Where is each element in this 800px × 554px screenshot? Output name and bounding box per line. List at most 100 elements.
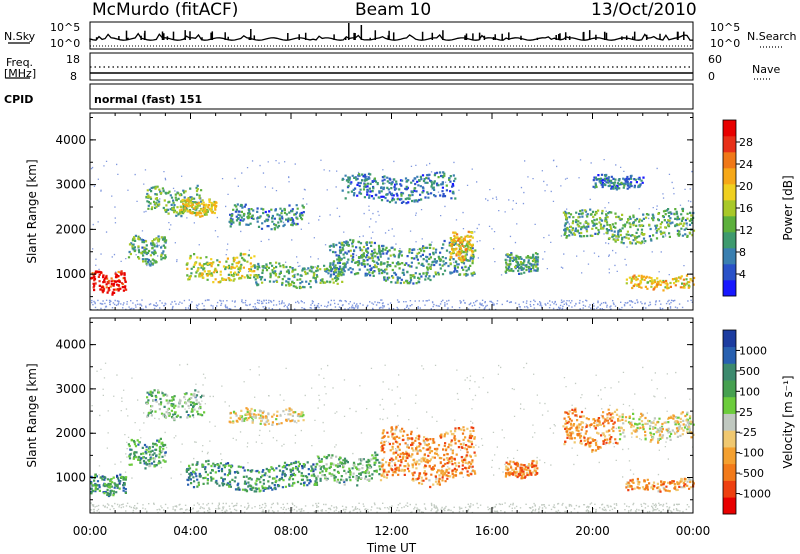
data-region-power-2 [145, 184, 206, 218]
xtick-velocity [89, 318, 694, 513]
colorbar-swatch-power-7 [723, 168, 736, 185]
y-axis-label-velocity: Slant Range [km] [25, 363, 39, 467]
data-region-velocity-10 [625, 477, 695, 492]
data-region-power-9 [341, 172, 457, 204]
colorbar-swatch-power-4 [723, 216, 736, 233]
colorbar-tick-label-power-1: 8 [739, 246, 746, 259]
nsky-label: N.Sky [4, 30, 36, 43]
beam-title: Beam 10 [355, 0, 432, 20]
freq-tick-bottom: 8 [70, 70, 77, 83]
data-region-power-0 [90, 270, 127, 296]
data-region-power-10 [504, 252, 538, 273]
freq-tick-top: 18 [66, 53, 80, 66]
colorbar-swatch-velocity-4 [723, 430, 736, 448]
data-region-power-4 [190, 254, 256, 279]
data-region-power-6 [229, 203, 305, 230]
xtick-label-4: 16:00 [475, 524, 510, 538]
data-region-velocity-4 [229, 408, 301, 426]
data-region-velocity-9 [618, 411, 693, 444]
data-region-power-13 [595, 181, 626, 188]
data-region-velocity-2 [145, 389, 204, 419]
data-region-power-4 [186, 253, 256, 284]
nave-tick-top: 60 [708, 53, 722, 66]
nsky-trace [89, 32, 694, 42]
colorbar-swatch-power-10 [723, 120, 736, 137]
colorbar-swatch-velocity-7 [723, 380, 736, 398]
data-region-velocity-6 [381, 426, 476, 489]
data-region-velocity-2 [145, 389, 205, 421]
nsky-tick-top: 10^5 [50, 21, 81, 34]
colorbar-swatch-power-0 [723, 280, 736, 297]
colorbar-tick-label-velocity-2: 100 [739, 385, 760, 398]
ytick-label-power-1: 2000 [55, 222, 86, 236]
nsearch-label: N.Search [747, 30, 797, 43]
data-region-power-3 [179, 199, 217, 218]
ytick-label-power-2: 3000 [55, 178, 86, 192]
ytick-label-power-3: 4000 [55, 133, 86, 147]
colorbar-tick-label-power-3: 16 [739, 202, 753, 215]
data-region-velocity-10 [626, 478, 695, 493]
data-region-power-1 [138, 237, 150, 262]
data-region-velocity-2 [146, 389, 204, 422]
colorbar-tick-label-velocity-6: -500 [739, 467, 764, 480]
ytick-label-velocity-0: 1000 [55, 471, 86, 485]
colorbar-swatch-power-6 [723, 184, 736, 201]
colorbar-swatch-power-1 [723, 264, 736, 281]
colorbar-swatch-power-8 [723, 152, 736, 169]
freq-unit-label: [MHz] [4, 67, 37, 80]
xtick-label-5: 20:00 [575, 524, 610, 538]
xtick-label-6: 00:00 [676, 524, 711, 538]
y-axis-label-power: Slant Range [km] [25, 159, 39, 263]
data-region-velocity-0 [92, 475, 128, 497]
nsky-spikes [95, 23, 685, 40]
colorbar-label-velocity: Velocity [m s⁻¹] [781, 375, 795, 468]
data-region-power-1 [128, 236, 163, 263]
ytick-minor-velocity [90, 321, 693, 501]
data-region-power-1 [127, 235, 168, 265]
xtick-label-1: 04:00 [173, 524, 208, 538]
data-region-velocity-2 [146, 390, 206, 419]
colorbar-tick-label-power-0: 4 [739, 268, 746, 281]
colorbar-swatch-power-9 [723, 136, 736, 153]
data-region-power-7 [330, 239, 475, 285]
colorbar-tick-label-velocity-4: -25 [739, 426, 757, 439]
data-region-power-8 [449, 231, 474, 261]
colorbar-swatch-velocity-0 [723, 497, 736, 515]
colorbar-tick-label-velocity-5: -100 [739, 447, 764, 460]
data-region-velocity-5 [317, 451, 381, 487]
colorbar-swatch-velocity-6 [723, 396, 736, 414]
data-region-power-6 [229, 205, 305, 231]
data-region-power-3 [180, 198, 218, 218]
data-region-velocity-10 [625, 477, 692, 492]
nsky-panel-frame [89, 21, 694, 50]
colorbar-tick-label-power-6: 28 [739, 136, 753, 149]
speckle-velocity [90, 362, 694, 514]
nsearch-tick-bottom: 10^0 [710, 37, 741, 50]
xtick-power [89, 113, 694, 310]
data-region-velocity-8 [564, 408, 620, 452]
colorbar-tick-label-power-2: 12 [739, 224, 753, 237]
data-region-power-3 [178, 198, 218, 216]
data-region-power-1 [128, 234, 167, 267]
colorbar-label-power: Power [dB] [781, 175, 795, 240]
ytick-label-power-0: 1000 [55, 267, 86, 281]
colorbar-swatch-power-2 [723, 248, 736, 265]
data-region-power-8 [449, 231, 474, 262]
data-region-velocity-1 [128, 438, 166, 468]
data-region-power-4 [186, 256, 249, 283]
nsearch-tick-top: 10^5 [710, 21, 741, 34]
data-region-power-5 [253, 262, 341, 289]
data-region-power-0 [117, 270, 120, 274]
data-region-power-10 [506, 252, 539, 275]
data-region-velocity-8 [563, 411, 619, 452]
x-axis-label: Time UT [366, 541, 417, 554]
colorbar-tick-label-power-4: 20 [739, 180, 753, 193]
colorbar-tick-label-velocity-1: 500 [739, 365, 760, 378]
data-region-power-10 [504, 253, 540, 275]
data-region-velocity-0 [90, 473, 127, 496]
colorbar-swatch-velocity-8 [723, 363, 736, 381]
data-region-power-7 [332, 239, 477, 285]
data-region-power-12 [625, 274, 692, 289]
nave-tick-bottom: 0 [708, 70, 715, 83]
xtick-label-2: 08:00 [274, 524, 309, 538]
